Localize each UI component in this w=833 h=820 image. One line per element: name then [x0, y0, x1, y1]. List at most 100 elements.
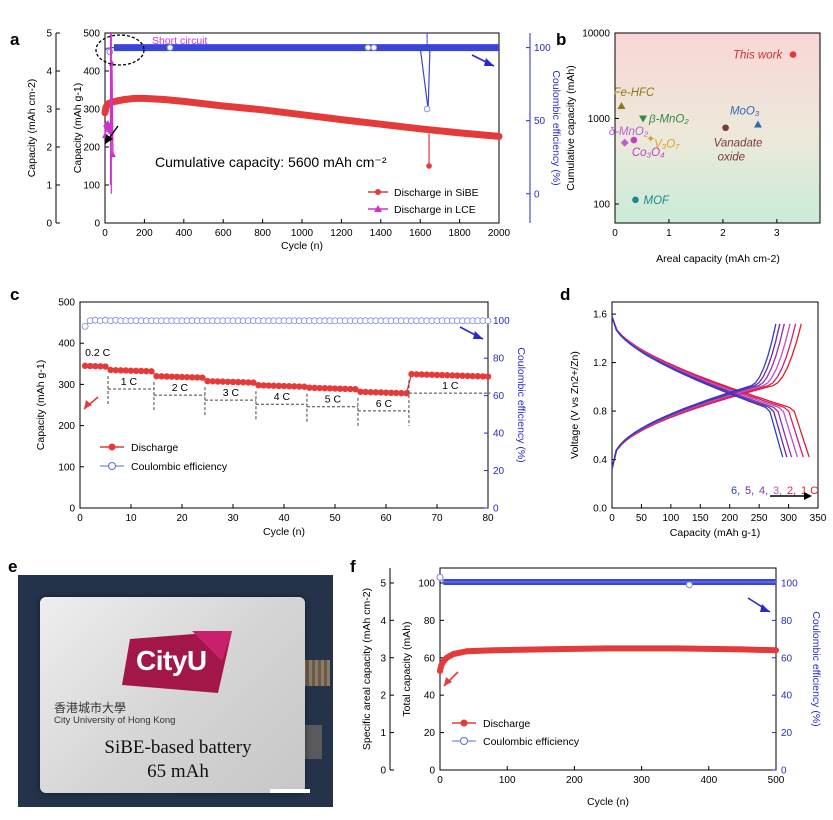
a-outer-tick-label: 1: [46, 181, 52, 192]
a-xtick-label: 1400: [370, 228, 393, 239]
c-discharge-point: [178, 373, 186, 381]
d-legend-rate: 6,: [731, 485, 740, 497]
c-discharge-point: [382, 389, 390, 396]
c-rate-label: 4 C: [274, 391, 291, 403]
a-xtick-label: 1600: [409, 228, 432, 239]
c-discharge-point: [148, 368, 155, 375]
c-xtick-label: 10: [125, 513, 137, 524]
panel-d-ylabel: Voltage (V vs Zn2+/Zn): [569, 351, 581, 459]
d-xtick-label: 300: [780, 513, 797, 524]
f-right-tick-label: 100: [781, 578, 798, 589]
f-discharge-point: [437, 667, 443, 674]
c-discharge-point: [331, 385, 339, 392]
c-discharge-point: [138, 367, 145, 375]
legend-marker-discharge-f: [460, 719, 468, 727]
c-discharge-point: [81, 362, 89, 370]
panel-label-a: a: [10, 30, 20, 49]
c-right-tick-label: 0: [493, 504, 499, 515]
panel-a-blue-arrowhead: [484, 58, 494, 66]
c-discharge-point: [280, 382, 288, 390]
c-xtick-label: 20: [176, 513, 188, 524]
d-discharge-curve: [611, 316, 784, 458]
b-point: [639, 115, 648, 123]
f-xtick-label: 100: [499, 775, 516, 786]
d-ytick-label: 1.2: [593, 358, 607, 369]
legend-label-discharge: Discharge: [131, 442, 178, 454]
a-xtick-label: 400: [175, 228, 192, 239]
c-discharge-point: [362, 388, 369, 396]
f-right-tick-label: 60: [781, 653, 793, 664]
b-ytick-label: 100: [593, 200, 610, 211]
c-discharge-point: [444, 372, 451, 379]
panel-f-xlabel: Cycle (n): [587, 796, 629, 808]
panel-f-ylabel-right: Coulombic efficiency (%): [810, 611, 822, 726]
c-discharge-point: [199, 374, 206, 381]
c-discharge-point: [474, 373, 481, 380]
b-xtick-label: 2: [720, 228, 726, 239]
f-outer-tick-label: 3: [380, 653, 386, 664]
c-discharge-point: [336, 385, 344, 392]
panel-c-red-arrowhead: [84, 400, 92, 409]
c-discharge-point: [449, 372, 456, 379]
cityu-logo-word: CityU: [136, 645, 207, 676]
d-discharge-curve: [611, 316, 804, 458]
c-ytick-label: 200: [58, 421, 75, 432]
battery-caption-line1: SiBE-based battery: [104, 737, 252, 758]
c-discharge-point: [143, 367, 150, 375]
c-rate-label: 1 C: [121, 376, 138, 388]
legend-marker-discharge: [108, 443, 116, 451]
legend-marker-ce: [108, 462, 116, 470]
c-xtick-label: 70: [431, 513, 443, 524]
c-discharge-point: [438, 371, 446, 379]
panel-c-blue-arrowhead: [473, 331, 483, 339]
d-xtick-label: 100: [663, 513, 680, 524]
cityu-logo-chinese: 香港城市大學: [54, 701, 127, 715]
a-outer-tick-label: 2: [46, 143, 52, 154]
c-ce-point: [81, 322, 89, 330]
c-discharge-point: [265, 382, 272, 389]
c-discharge-point: [209, 378, 216, 385]
c-discharge-point: [484, 373, 492, 380]
c-rate-label: 0.2 C: [85, 347, 111, 359]
c-ytick-label: 500: [58, 298, 75, 309]
a-ytick-label: 400: [83, 67, 100, 78]
c-right-tick-label: 100: [493, 316, 510, 327]
c-discharge-point: [224, 378, 232, 385]
c-ytick-label: 300: [58, 380, 75, 391]
f-right-tick-label: 0: [781, 766, 787, 777]
b-xtick-label: 3: [774, 228, 780, 239]
a-xtick-label: 1800: [448, 228, 471, 239]
panel-c-chart: 0 10 20 30 40 50 60 70 80 0 100 200 300 400 500 0 20 40…: [35, 298, 527, 539]
panel-c-ylabel-right: Coulombic efficiency (%): [515, 347, 527, 462]
a-sibe-line: [101, 94, 503, 140]
panel-a-xlabel: Cycle (n): [281, 240, 323, 252]
a-xtick-label: 1000: [291, 228, 314, 239]
panel-label-c: c: [10, 285, 19, 304]
b-point: [620, 138, 629, 147]
c-discharge-point: [117, 367, 125, 374]
panel-c-legend: Discharge Coulombic efficiency: [100, 442, 228, 473]
d-xtick-label: 150: [692, 513, 709, 524]
d-charge-curve: [611, 323, 802, 470]
c-discharge-point: [158, 373, 165, 380]
d-xtick-label: 350: [810, 513, 827, 524]
f-right-tick-label: 80: [781, 616, 793, 627]
b-ytick-label: 1000: [588, 114, 611, 125]
panel-a-ylabel-right: Coulombic efficiency (%): [550, 70, 562, 185]
c-discharge-point: [168, 373, 175, 380]
b-point-label: oxide: [718, 152, 746, 164]
panel-label-e: e: [8, 557, 17, 576]
c-discharge-point: [316, 384, 323, 392]
c-discharge-point: [377, 389, 385, 396]
f-xtick-label: 0: [437, 775, 443, 786]
c-ytick-label: 400: [58, 339, 75, 350]
c-discharge-point: [433, 371, 441, 379]
battery-caption-line2: 65 mAh: [147, 761, 209, 782]
c-discharge-point: [163, 373, 170, 380]
c-discharge-point: [418, 371, 425, 378]
b-xtick-label: 1: [666, 228, 672, 239]
c-discharge-point: [311, 384, 318, 392]
a-outer-tick-label: 4: [46, 67, 52, 78]
c-discharge-point: [245, 379, 252, 386]
c-discharge-point: [194, 374, 201, 381]
